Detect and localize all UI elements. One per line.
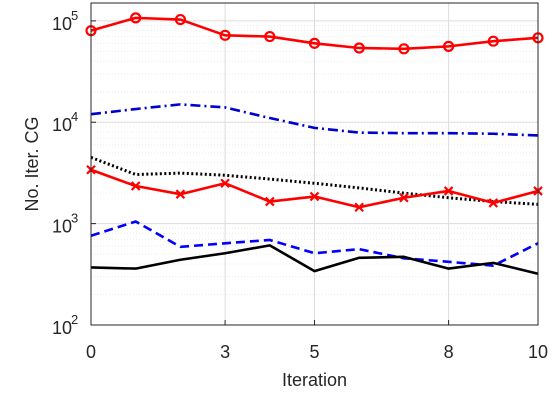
y-axis-label: No. Iter. CG bbox=[22, 116, 42, 211]
x-tick-label: 8 bbox=[444, 342, 454, 362]
data-point bbox=[175, 189, 186, 199]
data-point bbox=[487, 35, 499, 47]
data-point bbox=[308, 37, 321, 49]
y-tick-exponent: 4 bbox=[71, 109, 78, 124]
data-point bbox=[220, 178, 230, 189]
y-tick-base: 10 bbox=[52, 318, 72, 338]
series-4 bbox=[86, 164, 543, 213]
x-tick-labels: 0 3 5 8 10 bbox=[86, 342, 548, 362]
data-point bbox=[488, 198, 499, 208]
data-point bbox=[399, 192, 409, 203]
series-line bbox=[90, 155, 539, 206]
y-tick-label: 104 bbox=[52, 109, 78, 135]
y-tick-label: 105 bbox=[52, 8, 78, 34]
series-line bbox=[90, 220, 539, 267]
x-tick-label: 0 bbox=[86, 342, 96, 362]
data-point bbox=[219, 29, 231, 41]
data-point bbox=[264, 30, 276, 43]
series-6 bbox=[90, 244, 539, 276]
data-point bbox=[265, 196, 275, 207]
series-layer bbox=[85, 12, 544, 276]
y-tick-base: 10 bbox=[52, 14, 72, 34]
data-point bbox=[130, 12, 142, 24]
data-point bbox=[353, 42, 365, 54]
series-3 bbox=[90, 155, 539, 206]
y-tick-base: 10 bbox=[52, 115, 72, 135]
data-point bbox=[130, 181, 141, 191]
data-point bbox=[309, 191, 320, 202]
series-line bbox=[90, 244, 539, 276]
data-point bbox=[398, 43, 410, 55]
x-tick-label: 3 bbox=[220, 342, 230, 362]
series-line bbox=[90, 16, 539, 51]
grid bbox=[90, 3, 539, 326]
x-tick-label: 5 bbox=[309, 342, 319, 362]
y-tick-label: 102 bbox=[52, 312, 78, 338]
y-tick-exponent: 5 bbox=[71, 8, 78, 23]
x-axis-label: Iteration bbox=[282, 370, 347, 390]
y-tick-base: 10 bbox=[52, 217, 72, 237]
y-tick-label: 103 bbox=[52, 211, 78, 237]
y-tick-exponent: 2 bbox=[71, 312, 78, 327]
data-point bbox=[443, 186, 454, 196]
data-point bbox=[443, 40, 455, 52]
series-2 bbox=[90, 103, 539, 137]
data-point bbox=[354, 202, 364, 213]
y-tick-exponent: 3 bbox=[71, 211, 78, 226]
series-5 bbox=[90, 220, 539, 267]
x-tick-label: 10 bbox=[528, 342, 548, 362]
data-point bbox=[174, 13, 186, 26]
series-line bbox=[90, 103, 539, 137]
series-1 bbox=[85, 12, 544, 55]
plot-frame bbox=[90, 2, 539, 326]
